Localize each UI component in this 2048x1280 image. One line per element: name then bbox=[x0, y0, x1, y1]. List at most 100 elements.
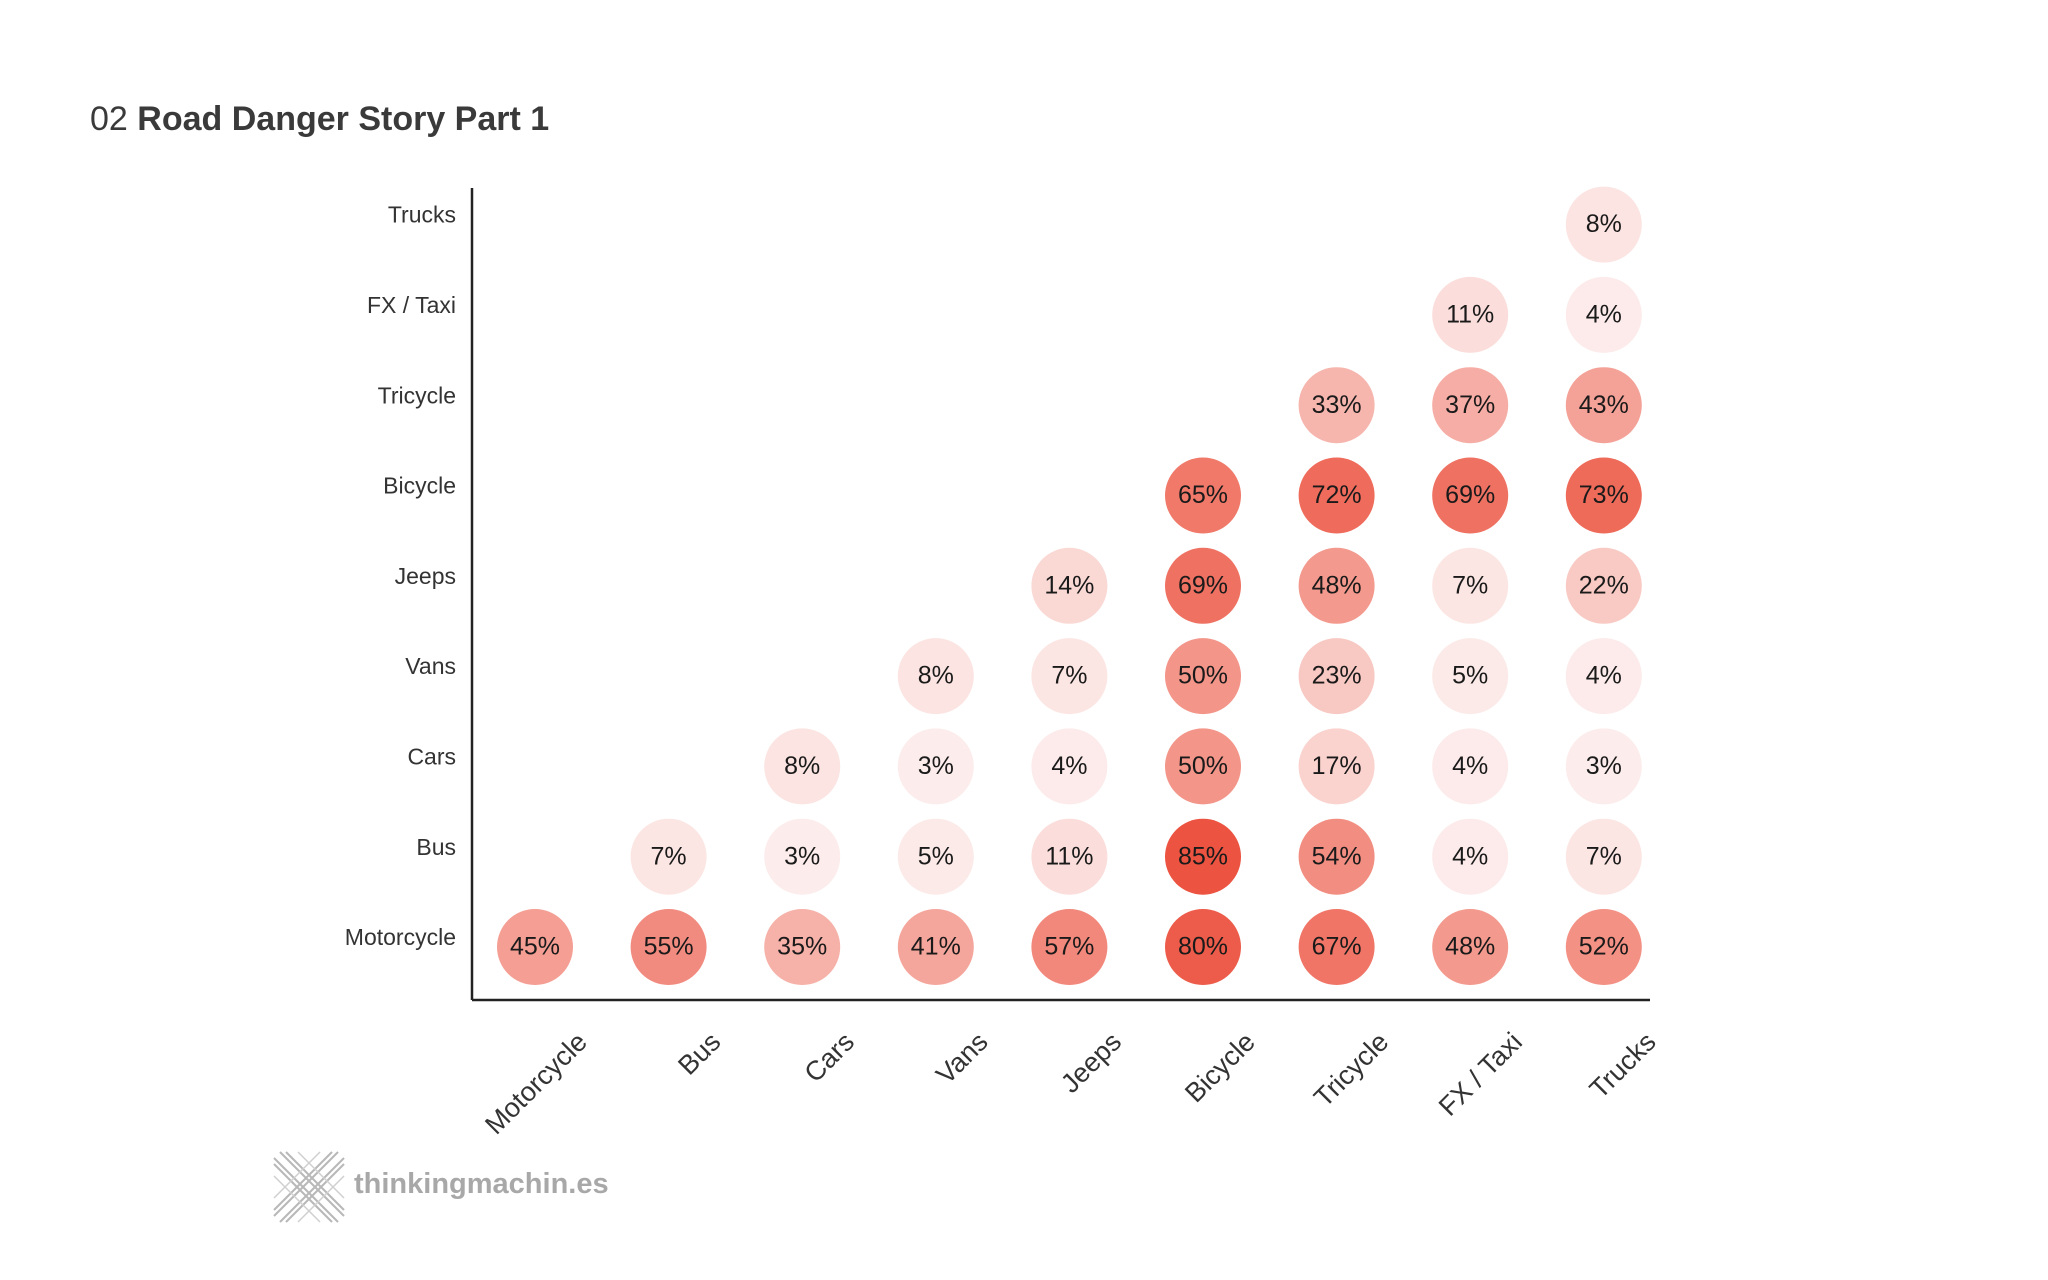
cell-value-label: 50% bbox=[1178, 752, 1228, 780]
x-tick-label: Cars bbox=[798, 1027, 860, 1089]
x-tick-label: Motorcycle bbox=[479, 1027, 593, 1141]
heatmap-cell bbox=[1031, 818, 1108, 895]
heatmap-cell bbox=[1432, 728, 1509, 805]
cell-value-label: 80% bbox=[1178, 933, 1228, 961]
x-tick-label: Jeeps bbox=[1055, 1027, 1127, 1099]
heatmap-cell bbox=[1298, 638, 1375, 715]
heatmap-cell bbox=[1432, 547, 1509, 624]
logo-mark-icon bbox=[273, 1151, 345, 1223]
cell-value-label: 69% bbox=[1178, 571, 1228, 599]
heatmap-cell bbox=[1031, 728, 1108, 805]
logo-text: thinkingmachin.es bbox=[354, 1168, 609, 1200]
cell-value-label: 4% bbox=[1586, 301, 1622, 329]
x-tick-label: Bicycle bbox=[1179, 1027, 1261, 1109]
cell-value-label: 4% bbox=[1051, 752, 1087, 780]
page-title: 02 Road Danger Story Part 1 bbox=[90, 100, 549, 139]
heatmap-cell bbox=[1165, 457, 1241, 534]
heatmap-cell bbox=[1432, 367, 1509, 444]
cell-value-label: 3% bbox=[1586, 752, 1622, 780]
heatmap-cell bbox=[1031, 909, 1108, 985]
heatmap-cell bbox=[1298, 728, 1375, 805]
cell-value-label: 7% bbox=[1586, 842, 1622, 870]
cell-value-label: 33% bbox=[1312, 391, 1362, 419]
y-tick-label: Jeeps bbox=[395, 563, 456, 589]
cell-value-label: 54% bbox=[1312, 842, 1362, 870]
cell-value-label: 4% bbox=[1586, 662, 1622, 690]
cell-value-label: 8% bbox=[918, 662, 954, 690]
cell-value-label: 8% bbox=[784, 752, 820, 780]
heatmap-cell bbox=[1165, 547, 1241, 624]
heatmap-cell bbox=[897, 818, 974, 895]
cell-value-label: 48% bbox=[1312, 571, 1362, 599]
cell-value-label: 8% bbox=[1586, 210, 1622, 238]
cell-value-label: 5% bbox=[918, 842, 954, 870]
heatmap-cell bbox=[1031, 638, 1108, 715]
heatmap-cell bbox=[1298, 367, 1375, 444]
cell-value-label: 41% bbox=[911, 933, 961, 961]
cell-value-label: 69% bbox=[1445, 481, 1495, 509]
x-tick-label: Tricycle bbox=[1308, 1027, 1394, 1113]
heatmap-cell bbox=[1432, 818, 1509, 895]
cell-value-label: 3% bbox=[784, 842, 820, 870]
heatmap-cell bbox=[1565, 186, 1642, 263]
heatmap-cell bbox=[630, 909, 707, 985]
cell-value-label: 7% bbox=[1452, 571, 1488, 599]
heatmap-cell bbox=[1565, 276, 1642, 353]
cell-value-label: 35% bbox=[777, 933, 827, 961]
heatmap-cell bbox=[1165, 818, 1241, 895]
cell-value-label: 85% bbox=[1178, 842, 1228, 870]
heatmap-cell bbox=[1432, 638, 1509, 715]
heatmap-cell bbox=[1298, 547, 1375, 624]
y-tick-label: Trucks bbox=[388, 202, 456, 228]
y-tick-label: Tricycle bbox=[378, 382, 456, 408]
cell-value-label: 23% bbox=[1312, 662, 1362, 690]
heatmap-cell bbox=[1165, 728, 1241, 805]
cell-value-label: 3% bbox=[918, 752, 954, 780]
x-tick-label: Vans bbox=[930, 1027, 993, 1090]
x-tick-label: Trucks bbox=[1584, 1027, 1662, 1105]
cell-value-label: 55% bbox=[644, 933, 694, 961]
heatmap-cell bbox=[1565, 909, 1642, 985]
y-tick-label: Bicycle bbox=[383, 473, 456, 499]
heatmap-cell bbox=[1565, 547, 1642, 624]
heatmap-cell bbox=[1298, 457, 1375, 534]
cell-value-label: 48% bbox=[1445, 933, 1495, 961]
cell-value-label: 45% bbox=[510, 933, 560, 961]
heatmap-cell bbox=[764, 818, 841, 895]
cell-value-label: 67% bbox=[1312, 933, 1362, 961]
cell-value-label: 50% bbox=[1178, 662, 1228, 690]
heatmap-cell bbox=[1565, 638, 1642, 715]
heatmap-cell bbox=[1432, 457, 1509, 534]
heatmap-cells: 45% 55% 35% 41% 57% 80% 67% 48% 52% 7% 3% 5% 11% 85% 5… bbox=[497, 186, 1642, 985]
heatmap-cell bbox=[897, 638, 974, 715]
cell-value-label: 7% bbox=[651, 842, 687, 870]
cell-value-label: 4% bbox=[1452, 752, 1488, 780]
heatmap-cell bbox=[1565, 818, 1642, 895]
heatmap-cell bbox=[897, 909, 974, 985]
y-tick-label: Vans bbox=[405, 653, 456, 679]
heatmap-cell bbox=[1565, 457, 1642, 534]
cell-value-label: 65% bbox=[1178, 481, 1228, 509]
cell-value-label: 57% bbox=[1044, 933, 1094, 961]
cell-value-label: 43% bbox=[1579, 391, 1629, 419]
heatmap-cell bbox=[764, 909, 841, 985]
y-tick-label: FX / Taxi bbox=[367, 292, 456, 318]
y-tick-label: Bus bbox=[416, 834, 456, 860]
brand-logo: thinkingmachin.es bbox=[272, 1150, 612, 1225]
heatmap-chart: Motorcycle Bus Cars Vans Jeeps Bicycle Tricycl… bbox=[345, 186, 1662, 1141]
cell-value-label: 11% bbox=[1446, 301, 1494, 329]
heatmap-cell bbox=[1432, 276, 1509, 353]
y-tick-label: Motorcycle bbox=[345, 924, 456, 950]
cell-value-label: 22% bbox=[1579, 571, 1629, 599]
cell-value-label: 52% bbox=[1579, 933, 1629, 961]
x-tick-label: FX / Taxi bbox=[1433, 1027, 1528, 1122]
cell-value-label: 72% bbox=[1312, 481, 1362, 509]
heatmap-cell bbox=[1565, 728, 1642, 805]
heatmap-cell bbox=[764, 728, 841, 805]
title-text: Road Danger Story Part 1 bbox=[137, 100, 550, 138]
cell-value-label: 37% bbox=[1445, 391, 1495, 419]
heatmap-cell bbox=[1298, 818, 1375, 895]
cell-value-label: 14% bbox=[1044, 571, 1094, 599]
x-tick-label: Bus bbox=[672, 1027, 726, 1081]
heatmap-cell bbox=[1432, 909, 1509, 985]
